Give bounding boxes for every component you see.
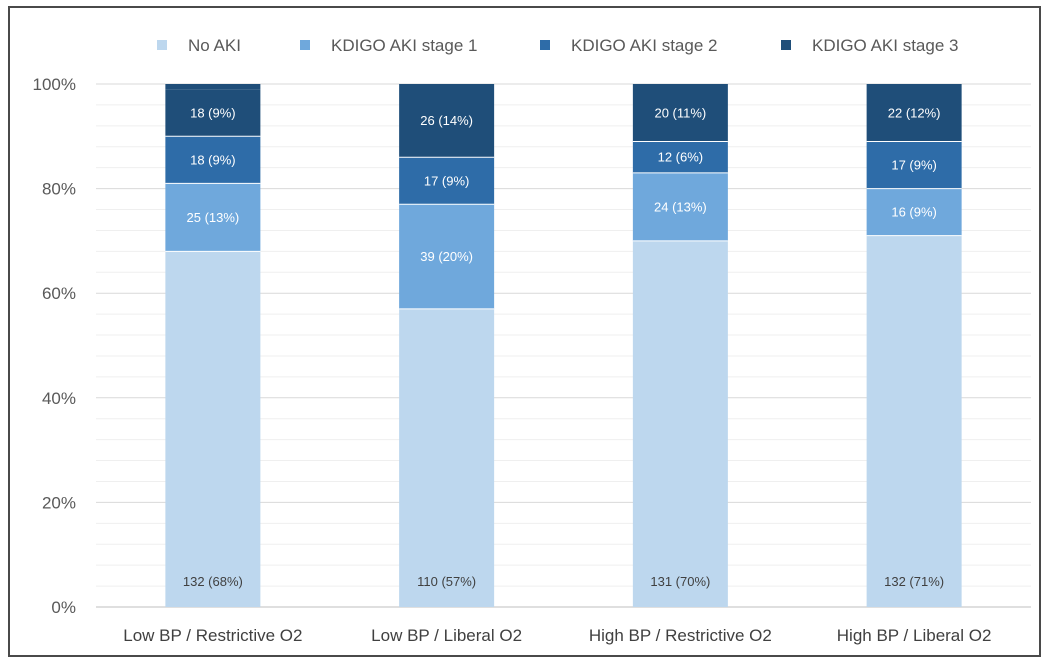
data-label: 18 (9%): [190, 152, 236, 167]
bar-segment-no-aki: [866, 235, 962, 608]
legend-swatch-kdigo-aki-stage-3: [781, 40, 791, 50]
bar-segment-kdigo-aki-stage-3: [866, 84, 962, 142]
data-label: 132 (68%): [183, 574, 243, 589]
data-label: 132 (71%): [884, 574, 944, 589]
data-label: 16 (9%): [891, 205, 937, 220]
legend-swatch-no-aki: [157, 40, 167, 50]
data-label: 131 (70%): [650, 574, 710, 589]
x-category-label: Low BP / Restrictive O2: [123, 626, 302, 645]
bar-segment-kdigo-aki-stage-2: [866, 141, 962, 189]
data-label: 26 (14%): [420, 113, 473, 128]
legend-label: No AKI: [188, 36, 241, 55]
bar-segment-no-aki: [399, 308, 495, 607]
bar-segment-kdigo-aki-stage-2: [165, 136, 261, 184]
bar-segment-kdigo-aki-stage-2: [632, 141, 728, 173]
legend-label: KDIGO AKI stage 3: [812, 36, 958, 55]
x-category-label: High BP / Liberal O2: [837, 626, 992, 645]
bar-segment-kdigo-aki-stage-1: [399, 204, 495, 309]
y-tick-label: 60%: [42, 284, 76, 303]
x-category-label: High BP / Restrictive O2: [589, 626, 772, 645]
bar-segment-kdigo-aki-stage-3-cap: [165, 84, 261, 90]
data-label: 18 (9%): [190, 105, 236, 120]
bar-segment-kdigo-aki-stage-1: [866, 188, 962, 236]
y-tick-label: 40%: [42, 389, 76, 408]
bar-segment-kdigo-aki-stage-3: [165, 89, 261, 137]
x-category-label: Low BP / Liberal O2: [371, 626, 522, 645]
data-label: 22 (12%): [888, 105, 941, 120]
data-label: 24 (13%): [654, 199, 707, 214]
y-tick-label: 80%: [42, 180, 76, 199]
legend-label: KDIGO AKI stage 2: [571, 36, 717, 55]
bar-segment-kdigo-aki-stage-3: [399, 84, 495, 158]
data-label: 12 (6%): [658, 150, 704, 165]
y-tick-label: 20%: [42, 493, 76, 512]
bar-segment-no-aki: [632, 240, 728, 607]
bar-segment-kdigo-aki-stage-3: [632, 84, 728, 142]
y-tick-label: 0%: [51, 598, 76, 617]
bar-segment-no-aki: [165, 251, 261, 608]
bar-segment-kdigo-aki-stage-1: [632, 172, 728, 241]
data-label: 17 (9%): [424, 173, 470, 188]
data-label: 25 (13%): [187, 210, 240, 225]
data-label: 110 (57%): [417, 574, 476, 589]
legend-swatch-kdigo-aki-stage-2: [540, 40, 550, 50]
data-label: 39 (20%): [420, 249, 473, 264]
data-label: 20 (11%): [654, 105, 706, 120]
data-label: 17 (9%): [891, 158, 937, 173]
legend-swatch-kdigo-aki-stage-1: [300, 40, 310, 50]
bar-segment-kdigo-aki-stage-1: [165, 183, 261, 252]
legend-label: KDIGO AKI stage 1: [331, 36, 477, 55]
y-tick-label: 100%: [33, 75, 76, 94]
bar-segment-kdigo-aki-stage-2: [399, 157, 495, 205]
